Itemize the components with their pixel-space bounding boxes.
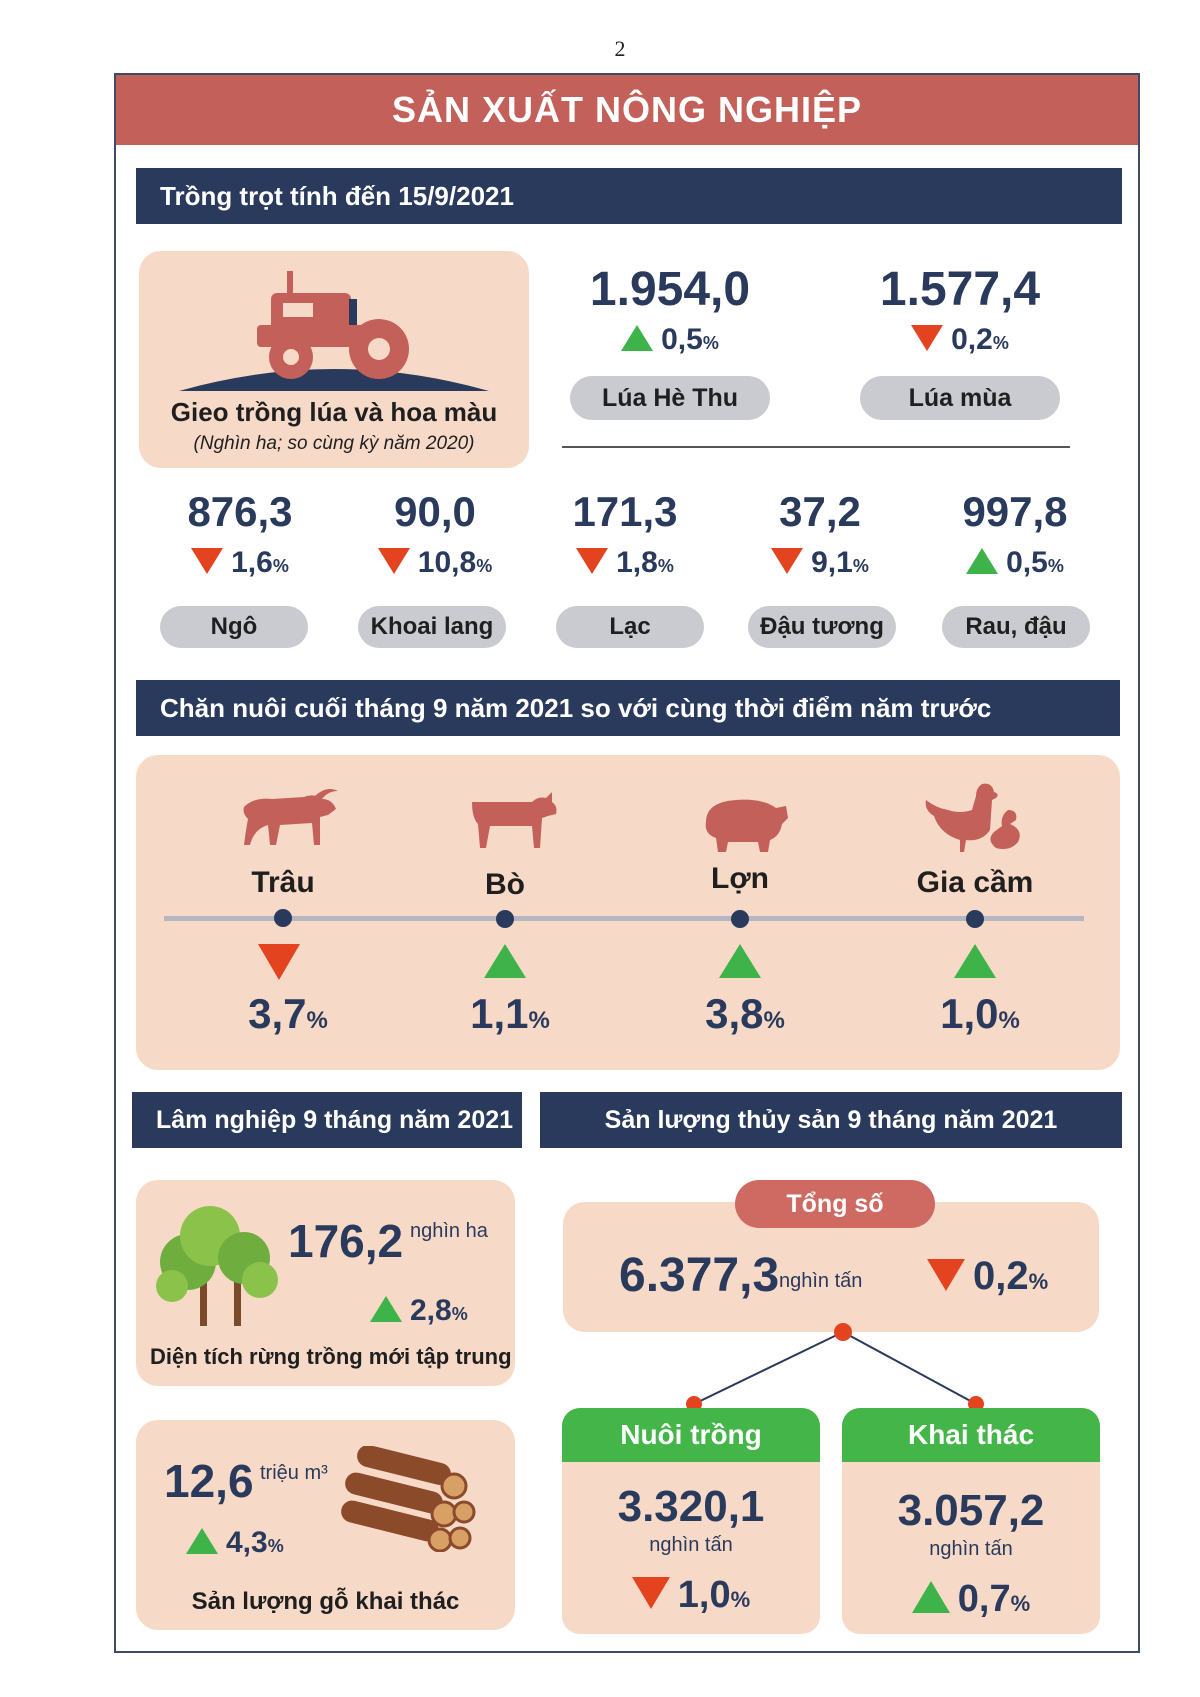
- crop-item: 37,2 9,1%: [730, 488, 910, 580]
- page-number: 2: [614, 36, 626, 61]
- livestock-label: Lợn: [711, 862, 769, 895]
- increase-triangle-icon: [954, 944, 996, 983]
- livestock-change: 1,1%: [470, 990, 550, 1037]
- crop-item-rice-main: 1.577,4 0,2%: [850, 262, 1070, 357]
- crop-item-rice-summer: 1.954,0 0,5%: [560, 262, 780, 357]
- timber-unit: triệu m³: [260, 1462, 328, 1484]
- capture-unit: nghìn tấn: [929, 1538, 1013, 1560]
- increase-triangle-icon: [370, 1296, 402, 1322]
- crops-summary-note: (Nghìn ha; so cùng kỳ năm 2020): [193, 433, 475, 454]
- tractor-icon: [179, 271, 489, 391]
- timeline-dot: [496, 910, 514, 928]
- crop-label-pill: Lúa Hè Thu: [570, 376, 770, 420]
- crop-item: 997,8 0,5%: [962, 488, 1068, 579]
- crop-value: 1.954,0: [589, 263, 751, 316]
- aquaculture-change: 1,0%: [562, 1574, 820, 1617]
- capture-card: Khai thác 3.057,2 nghìn tấn 0,7%: [842, 1408, 1100, 1634]
- increase-triangle-icon: [621, 325, 654, 351]
- aquaculture-value: 3.320,1: [617, 1482, 765, 1531]
- decrease-triangle-icon: [576, 548, 609, 574]
- decrease-triangle-icon: [927, 1259, 965, 1291]
- decrease-triangle-icon: [771, 548, 804, 574]
- livestock-section-header: Chăn nuôi cuối tháng 9 năm 2021 so với c…: [136, 680, 1120, 736]
- timber-label: Sản lượng gỗ khai thác: [191, 1588, 460, 1615]
- buffalo-icon: [243, 789, 338, 845]
- crop-item: 876,3 1,6%: [187, 488, 293, 579]
- decrease-triangle-icon: [377, 548, 410, 574]
- livestock-timeline: [164, 916, 1084, 921]
- crop-item: 171,3 1,8%: [572, 488, 678, 579]
- fishery-total-label: Tổng số: [735, 1180, 935, 1228]
- increase-triangle-icon: [911, 1581, 950, 1613]
- infographic-frame: [114, 73, 1140, 1653]
- crop-label-pill: Lạc: [556, 606, 704, 648]
- fishery-total-unit: nghìn tấn: [779, 1270, 863, 1292]
- crops-summary-card: Gieo trồng lúa và hoa màu (Nghìn ha; so …: [139, 251, 529, 468]
- trees-icon: [156, 1206, 278, 1326]
- increase-triangle-icon: [186, 1528, 218, 1554]
- increase-triangle-icon: [484, 944, 526, 983]
- capture-value: 3.057,2: [897, 1486, 1045, 1535]
- decrease-triangle-icon: [258, 944, 300, 985]
- crop-label-pill: Đậu tương: [748, 606, 896, 648]
- crop-change: 0,2%: [850, 323, 1070, 357]
- divider: [562, 446, 1070, 448]
- livestock-change: 3,8%: [705, 990, 785, 1037]
- timeline-dot: [966, 910, 984, 928]
- forest-planted-unit: nghìn ha: [410, 1220, 488, 1242]
- crop-label-pill: Lúa mùa: [860, 376, 1060, 420]
- aquaculture-unit: nghìn tấn: [649, 1534, 733, 1556]
- page-title: SẢN XUẤT NÔNG NGHIỆP: [116, 75, 1138, 145]
- livestock-label: Bò: [485, 868, 525, 901]
- cow-icon: [472, 792, 557, 848]
- capture-label: Khai thác: [842, 1408, 1100, 1462]
- crop-item: 90,0 10,8%: [345, 488, 525, 580]
- crop-label-pill: Khoai lang: [358, 606, 506, 648]
- pig-icon: [705, 799, 788, 852]
- fishery-section-header: Sản lượng thủy sản 9 tháng năm 2021: [540, 1092, 1122, 1148]
- livestock-label: Trâu: [251, 866, 315, 899]
- crop-value: 1.577,4: [879, 263, 1041, 316]
- increase-triangle-icon: [966, 548, 999, 574]
- increase-triangle-icon: [719, 944, 761, 983]
- forest-planted-change: 2,8%: [370, 1294, 468, 1328]
- fishery-total-value: 6.377,3: [619, 1249, 780, 1302]
- logs-icon: [341, 1446, 476, 1552]
- crop-change: 0,5%: [560, 323, 780, 357]
- decrease-triangle-icon: [911, 325, 944, 351]
- capture-change: 0,7%: [842, 1578, 1100, 1621]
- timeline-dot: [731, 910, 749, 928]
- forest-planted-card: 176,2 nghìn ha 2,8% Diện tích rừng trồng…: [136, 1180, 515, 1386]
- crop-label-pill: Ngô: [160, 606, 308, 648]
- aquaculture-label: Nuôi trồng: [562, 1408, 820, 1462]
- fishery-total-change: 0,2%: [927, 1254, 1048, 1299]
- crop-label-pill: Rau, đậu: [942, 606, 1090, 648]
- forest-planted-value: 176,2: [288, 1215, 404, 1267]
- crops-section-header: Trồng trọt tính đến 15/9/2021: [136, 168, 1122, 224]
- forest-planted-label: Diện tích rừng trồng mới tập trung: [150, 1344, 512, 1369]
- fishery-connector-lines: [686, 1323, 984, 1412]
- livestock-change: 1,0%: [940, 990, 1020, 1037]
- livestock-label: Gia cầm: [916, 866, 1034, 899]
- aquaculture-card: Nuôi trồng 3.320,1 nghìn tấn 1,0%: [562, 1408, 820, 1634]
- timeline-dot: [274, 909, 292, 927]
- livestock-change: 3,7%: [248, 990, 328, 1037]
- poultry-icon: [925, 783, 1020, 852]
- forestry-section-header: Lâm nghiệp 9 tháng năm 2021: [132, 1092, 522, 1148]
- decrease-triangle-icon: [191, 548, 224, 574]
- timber-value: 12,6: [164, 1455, 254, 1507]
- crops-summary-label: Gieo trồng lúa và hoa màu: [170, 397, 498, 427]
- timber-change: 4,3%: [186, 1526, 284, 1560]
- timber-card: 12,6 triệu m³ 4,3% Sản lượng gỗ khai thá…: [136, 1420, 515, 1630]
- decrease-triangle-icon: [631, 1577, 670, 1609]
